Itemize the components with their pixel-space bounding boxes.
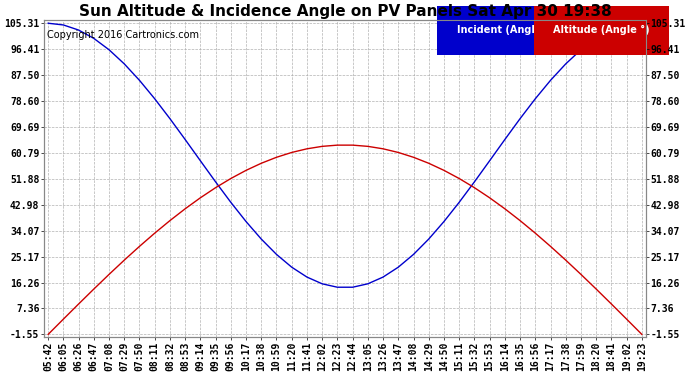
Title: Sun Altitude & Incidence Angle on PV Panels Sat Apr 30 19:38: Sun Altitude & Incidence Angle on PV Pan… (79, 4, 611, 19)
Text: Altitude (Angle °): Altitude (Angle °) (553, 25, 649, 35)
Text: Copyright 2016 Cartronics.com: Copyright 2016 Cartronics.com (47, 30, 199, 40)
Text: Incident (Angle °): Incident (Angle °) (457, 25, 554, 35)
